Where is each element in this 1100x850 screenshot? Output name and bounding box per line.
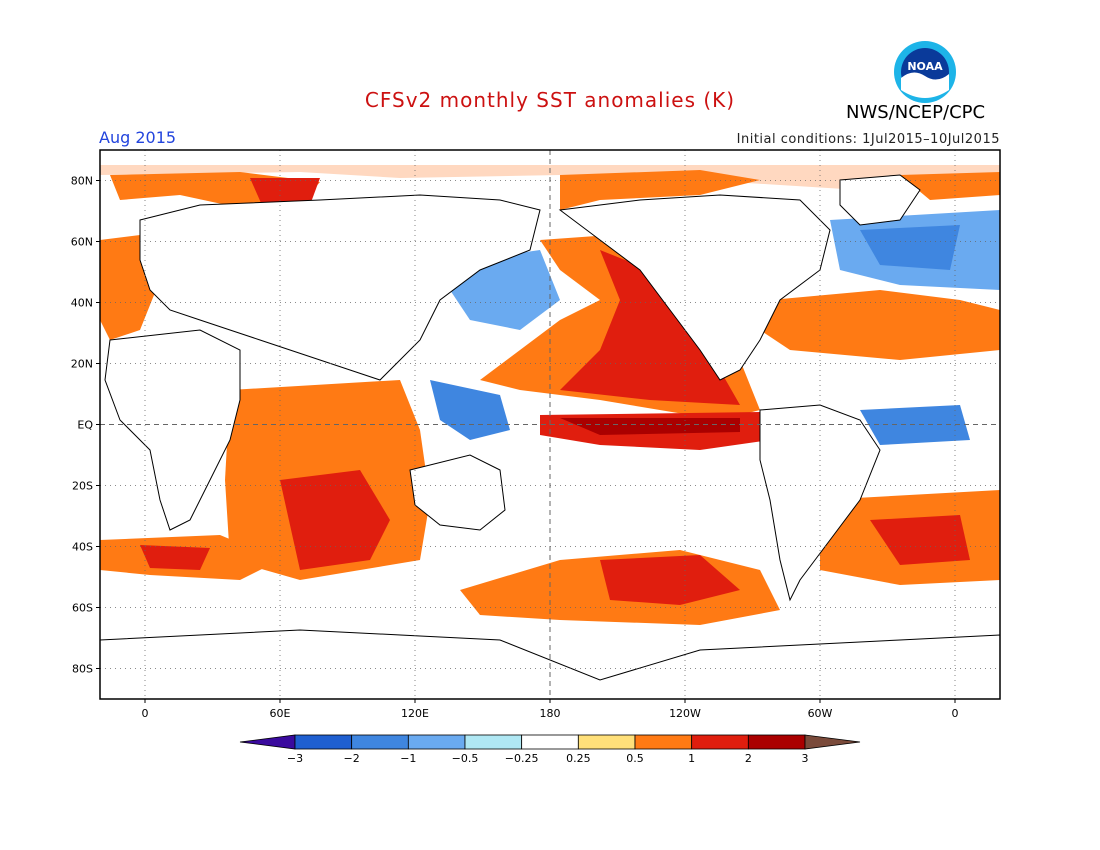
- colorbar-lower-extension: [239, 734, 296, 750]
- land-north-america: [558, 194, 831, 381]
- longitude-tick-label: 60W: [808, 707, 833, 720]
- colorbar-swatch: [691, 734, 749, 750]
- colorbar-swatch: [577, 734, 636, 750]
- longitude-axis: 0 60E 120E 180 120W 60W 0: [142, 699, 959, 720]
- anomaly-region: [560, 418, 740, 435]
- anomaly-region: [600, 555, 740, 605]
- colorbar-level-label: −2: [344, 752, 360, 765]
- anomaly-region: [900, 172, 1000, 200]
- latitude-axis: 80N 60N 40N 20N EQ 20S 40S 60S 80S: [71, 175, 100, 676]
- colorbar-level-label: 3: [802, 752, 809, 765]
- latitude-tick-label: 40S: [72, 541, 93, 554]
- colorbar-swatch: [634, 734, 693, 750]
- longitude-tick-label: 120W: [669, 707, 701, 720]
- anomaly-region: [760, 290, 1000, 360]
- colorbar-swatch: [351, 734, 409, 750]
- land-greenland: [839, 174, 921, 226]
- latitude-tick-label: EQ: [77, 419, 93, 432]
- latitude-tick-label: 60S: [72, 602, 93, 615]
- anomaly-region: [560, 170, 760, 210]
- latitude-tick-label: 80S: [72, 663, 93, 676]
- colorbar-swatch: [407, 734, 466, 750]
- valid-month-label: Aug 2015: [99, 128, 177, 147]
- longitude-tick-label: 0: [142, 707, 149, 720]
- longitude-tick-label: 120E: [401, 707, 429, 720]
- anomaly-region: [140, 545, 210, 570]
- land-australia: [409, 454, 506, 531]
- longitude-tick-label: 0: [952, 707, 959, 720]
- color-scale: −3 −2 −1 −0.5 −0.25 0.25 0.5 1 2 3: [239, 734, 861, 765]
- anomaly-region: [280, 470, 390, 570]
- colorbar-level-label: 2: [745, 752, 752, 765]
- colorbar-level-label: 1: [688, 752, 695, 765]
- initial-conditions-label: Initial conditions: 1Jul2015–10Jul2015: [736, 132, 1000, 147]
- colorbar-level-label: 0.5: [626, 752, 644, 765]
- logo-text: NOAA: [907, 60, 943, 73]
- longitude-tick-label: 180: [540, 707, 561, 720]
- latitude-tick-label: 40N: [71, 297, 93, 310]
- latitude-tick-label: 80N: [71, 175, 93, 188]
- anomaly-region: [860, 225, 960, 270]
- map-title: CFSv2 monthly SST anomalies (K): [364, 88, 736, 112]
- anomaly-region: [100, 165, 1000, 190]
- land-africa: [104, 329, 241, 531]
- colorbar-swatch: [464, 734, 523, 750]
- land-south-america: [759, 404, 881, 602]
- colorbar-swatch: [747, 734, 806, 750]
- anomaly-region: [870, 515, 970, 565]
- latitude-tick-label: 20S: [72, 480, 93, 493]
- graticule: [100, 150, 1000, 699]
- colorbar-swatch: [294, 734, 353, 750]
- colorbar-level-label: 0.25: [566, 752, 591, 765]
- longitude-tick-label: 60E: [270, 707, 291, 720]
- colorbar-level-label: −0.5: [452, 752, 479, 765]
- colorbar-level-label: −1: [400, 752, 416, 765]
- agency-label: NWS/NCEP/CPC: [846, 102, 986, 123]
- colorbar-level-label: −0.25: [505, 752, 539, 765]
- anomaly-region: [560, 250, 740, 405]
- latitude-tick-label: 60N: [71, 236, 93, 249]
- colorbar-swatch: [521, 734, 579, 750]
- colorbar-upper-extension: [804, 734, 861, 750]
- colorbar-level-label: −3: [287, 752, 303, 765]
- latitude-tick-label: 20N: [71, 358, 93, 371]
- noaa-logo-icon: NOAA: [894, 41, 956, 103]
